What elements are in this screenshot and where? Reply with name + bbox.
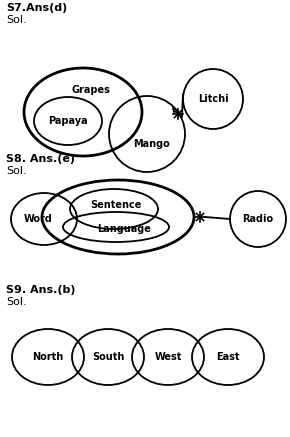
Text: Litchi: Litchi bbox=[198, 94, 228, 104]
Text: Sol.: Sol. bbox=[6, 15, 27, 25]
Text: S9. Ans.(b): S9. Ans.(b) bbox=[6, 285, 75, 295]
Text: Grapes: Grapes bbox=[72, 85, 110, 95]
Text: S8. Ans.(e): S8. Ans.(e) bbox=[6, 154, 75, 164]
Text: Mango: Mango bbox=[133, 139, 169, 149]
Text: West: West bbox=[154, 352, 182, 362]
Text: East: East bbox=[216, 352, 240, 362]
Text: S7.Ans(d): S7.Ans(d) bbox=[6, 3, 67, 13]
Text: Sol.: Sol. bbox=[6, 297, 27, 307]
Text: Language: Language bbox=[97, 224, 151, 234]
Text: North: North bbox=[32, 352, 64, 362]
Text: Word: Word bbox=[23, 214, 52, 224]
Text: South: South bbox=[92, 352, 124, 362]
Text: Papaya: Papaya bbox=[48, 116, 88, 126]
Text: Radio: Radio bbox=[242, 214, 273, 224]
Text: Sol.: Sol. bbox=[6, 166, 27, 176]
Text: Sentence: Sentence bbox=[90, 200, 142, 210]
